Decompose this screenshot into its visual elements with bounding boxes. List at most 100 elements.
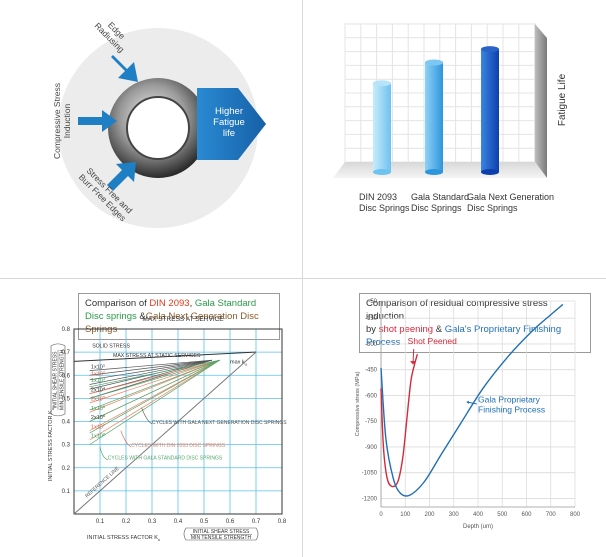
residual-y-tick: -600 xyxy=(365,393,378,399)
din-standard-label: CYCLES WITH GALA STANDARD DISC SPRINGS xyxy=(108,456,223,462)
din-cycle-line xyxy=(89,359,220,434)
disc-ring-hole xyxy=(127,97,189,159)
din-y-tick: 0.3 xyxy=(62,443,71,449)
din-cycle-line xyxy=(89,359,212,385)
horizontal-divider xyxy=(0,278,606,279)
din-y-tick: 0.4 xyxy=(62,420,71,426)
fatigue-bar xyxy=(373,80,391,175)
din-cycle-fan xyxy=(89,359,220,445)
fatigue-category-label: Gala Standard Disc Springs xyxy=(411,192,469,213)
shot-peened-label: Shot Peened xyxy=(408,336,457,346)
din-x-tick: 0.8 xyxy=(278,519,287,525)
shot-peened-arrow-icon xyxy=(410,361,417,365)
residual-y-tick: -50 xyxy=(368,299,377,305)
din-x-tick: 0.4 xyxy=(174,519,183,525)
residual-x-tick: 0 xyxy=(379,512,383,518)
din-cycle-line xyxy=(89,359,220,441)
din-comparison-panel: Comparison of DIN 2093, Gala Standard Di… xyxy=(0,279,302,557)
din-cycle-line xyxy=(89,359,220,388)
din-xlabel-bracket xyxy=(183,527,259,541)
din-cycle-label: 1x106 xyxy=(91,404,106,412)
residual-ylabel: Compressive stress (MPa) xyxy=(355,371,361,436)
side-wall xyxy=(535,24,547,178)
din-cycle-label: 1x107 xyxy=(91,422,106,430)
process-diagram-panel: Edge Radiusing Compressive Stress Induct… xyxy=(0,0,302,278)
residual-y-tick: -1200 xyxy=(362,496,378,502)
gala-process-label: Gala Proprietary Finishing Process xyxy=(478,394,545,414)
process-diagram xyxy=(58,28,266,228)
din-cycle-label: 1x101 xyxy=(91,362,106,370)
fatigue-bar xyxy=(425,59,443,175)
din-y-tick: 0.2 xyxy=(62,466,71,472)
din-x-tick: 0.7 xyxy=(252,519,261,525)
din-cycle-line xyxy=(89,359,220,445)
din-xlabel: INITIAL STRESS FACTOR Ku xyxy=(87,535,160,542)
residual-xlabel: Depth (um) xyxy=(463,524,493,530)
din-kmax-label: max ku xyxy=(230,360,247,367)
fatigue-bar xyxy=(481,46,499,175)
din-cycle-line xyxy=(89,359,220,395)
din-cycle-line xyxy=(89,359,212,381)
residual-x-tick: 500 xyxy=(497,512,508,518)
din-line-static xyxy=(73,351,257,362)
compression-arrow-icon xyxy=(78,110,117,132)
residual-y-tick: -750 xyxy=(365,419,378,425)
residual-x-tick: 300 xyxy=(449,512,460,518)
din-line-reference xyxy=(73,351,257,515)
din-cycle-label: 2x105 xyxy=(91,395,106,403)
din-cycle-line xyxy=(89,359,220,411)
din-cycle-label: 2x104 xyxy=(91,385,106,393)
din-y-tick: 0.7 xyxy=(62,350,71,356)
din-x-tick: 0.5 xyxy=(200,519,209,525)
din-xlabel-num: INITIAL SHEAR STRESS xyxy=(193,529,250,535)
din-x-tick: 0.3 xyxy=(148,519,157,525)
fatigue-ylabel: Fatigue Life xyxy=(557,73,568,126)
din-plot-frame xyxy=(73,328,283,515)
din-solid-stress-label: SOLID STRESS xyxy=(92,344,130,350)
residual-y-tick: -150 xyxy=(365,316,378,322)
din-cycle-line xyxy=(89,359,212,376)
din-y-tick: 0.8 xyxy=(62,327,71,333)
din-cycle-label: 1x108 xyxy=(91,432,106,440)
gala-process-arrow-icon xyxy=(466,400,469,404)
din-x-tick: 0.2 xyxy=(122,519,131,525)
edge-arrow-icon xyxy=(111,55,138,82)
din-cycle-line xyxy=(89,359,220,404)
din-xlabel-den: MIN TENSILE STRENGTH xyxy=(191,535,252,541)
residual-y-tick: -1050 xyxy=(362,471,378,477)
residual-y-tick: -900 xyxy=(365,445,378,451)
gala-process-line xyxy=(380,303,564,497)
din-ylabel-num: INITIAL SHEAR STRESS xyxy=(53,351,59,408)
din-x-tick: 0.1 xyxy=(96,519,105,525)
fatigue-category-label: Gala Next Generation Disc Springs xyxy=(467,192,554,213)
residual-chart-title: Comparison of residual compressive stres… xyxy=(359,293,591,353)
residual-x-tick: 600 xyxy=(521,512,532,518)
din-cycle-line xyxy=(89,359,212,390)
din-static-label: MAX STRESS AT STATIC SERVICES xyxy=(113,353,201,359)
residual-stress-panel: Comparison of residual compressive stres… xyxy=(303,279,606,557)
din-header: MAX STRESS AT SERVICE xyxy=(142,316,224,323)
din-ylabel: INITIAL STRESS FACTOR Ku xyxy=(48,408,55,481)
din-cycle-line xyxy=(89,359,212,399)
din-y-tick: 0.6 xyxy=(62,373,71,379)
din-x-tick: 0.6 xyxy=(226,519,235,525)
residual-y-tick: -300 xyxy=(365,342,378,348)
result-arrow xyxy=(197,88,266,160)
din-cycle-label: 1x102 xyxy=(91,369,106,377)
din-cycle-line xyxy=(89,359,220,413)
din-cycle-fan xyxy=(89,359,220,441)
din-y-tick: 0.1 xyxy=(62,489,71,495)
din-y-tick: 0.5 xyxy=(62,396,71,402)
residual-x-tick: 100 xyxy=(400,512,411,518)
fatigue-category-label: DIN 2093 Disc Springs xyxy=(359,192,410,213)
din-cycle-label: 1x103 xyxy=(91,376,106,384)
residual-x-tick: 700 xyxy=(546,512,557,518)
residual-x-tick: 800 xyxy=(570,512,581,518)
residual-x-tick: 200 xyxy=(424,512,435,518)
din-cycle-line xyxy=(89,359,220,422)
din-next-gen-label: CYCLES WITH GALA NEXT GENERATION DISC SP… xyxy=(152,420,287,426)
din-din-label: CYCLES WITH DIN 2093 DISC SPRINGS xyxy=(131,443,226,449)
compressive-stress-label: Compressive Stress Induction xyxy=(52,82,72,160)
din-reference-label: REFERENCE LINE xyxy=(84,465,121,499)
